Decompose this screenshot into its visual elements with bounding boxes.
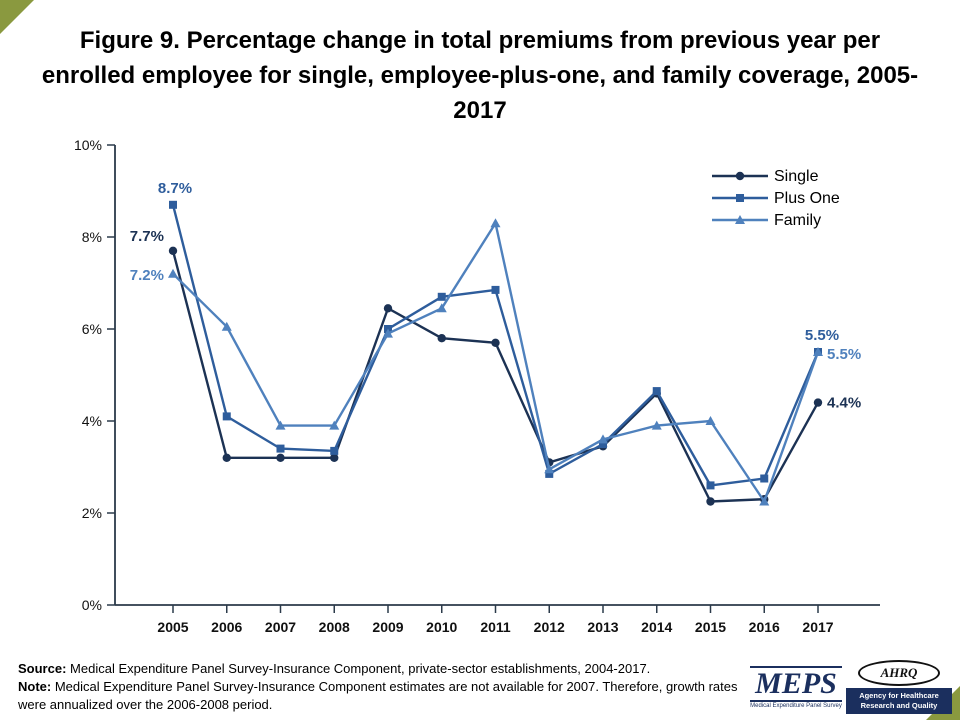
- ahrq-logo-caption: Agency for Healthcare Research and Quali…: [846, 688, 952, 714]
- svg-text:6%: 6%: [82, 321, 102, 337]
- legend: Single Plus One Family: [712, 168, 840, 229]
- note-text: Medical Expenditure Panel Survey-Insuran…: [18, 679, 738, 713]
- svg-text:4%: 4%: [82, 413, 102, 429]
- meps-logo-text: MEPS: [750, 666, 842, 702]
- meps-logo-caption: Medical Expenditure Panel Survey: [750, 703, 842, 709]
- figure-title: Figure 9. Percentage change in total pre…: [41, 27, 919, 124]
- ahrq-logo-oval: AHRQ: [858, 660, 940, 686]
- source-label: Source:: [18, 661, 67, 676]
- svg-text:2014: 2014: [641, 619, 672, 635]
- y-axis: 0% 2% 4% 6% 8% 10%: [74, 137, 116, 613]
- svg-text:2011: 2011: [480, 619, 511, 635]
- svg-text:Family: Family: [774, 212, 821, 229]
- x-axis: 2005 2006 2007 2008 2009 2010 2011 2012 2013 2014…: [115, 604, 880, 635]
- svg-text:8%: 8%: [82, 229, 102, 245]
- svg-text:0%: 0%: [82, 597, 102, 613]
- ahrq-logo: AHRQ Agency for Healthcare Research and …: [846, 660, 952, 714]
- svg-text:2008: 2008: [319, 619, 350, 635]
- svg-text:2017: 2017: [802, 619, 833, 635]
- ahrq-caption-line1: Agency for Healthcare: [859, 691, 939, 700]
- source-note: Source: Medical Expenditure Panel Survey…: [18, 660, 750, 678]
- source-text: Medical Expenditure Panel Survey-Insuran…: [70, 661, 651, 676]
- svg-text:2006: 2006: [211, 619, 242, 635]
- svg-text:7.7%: 7.7%: [130, 228, 164, 245]
- svg-text:4.4%: 4.4%: [827, 395, 861, 412]
- svg-text:2009: 2009: [372, 619, 403, 635]
- svg-text:8.7%: 8.7%: [158, 180, 192, 197]
- note-label: Note:: [18, 679, 52, 695]
- series-single: [168, 246, 823, 506]
- svg-text:2012: 2012: [534, 619, 565, 635]
- svg-text:2015: 2015: [695, 619, 726, 635]
- svg-text:2013: 2013: [587, 619, 618, 635]
- svg-text:Plus One: Plus One: [774, 190, 840, 207]
- svg-text:2005: 2005: [157, 619, 188, 635]
- svg-text:2%: 2%: [82, 505, 102, 521]
- svg-text:10%: 10%: [74, 137, 102, 153]
- line-chart: 0% 2% 4% 6% 8% 10% 2005 2006 2007 2008 2009 2010 201…: [74, 137, 880, 635]
- svg-text:7.2%: 7.2%: [130, 267, 164, 284]
- svg-text:2007: 2007: [265, 619, 296, 635]
- ahrq-caption-line2: Research and Quality: [860, 700, 938, 710]
- method-note: Note: Medical Expenditure Panel Survey-I…: [18, 678, 750, 714]
- svg-text:5.5%: 5.5%: [805, 327, 839, 344]
- meps-logo: MEPS Medical Expenditure Panel Survey: [750, 666, 842, 709]
- svg-text:Single: Single: [774, 168, 819, 185]
- svg-text:2016: 2016: [749, 619, 780, 635]
- corner-accent-top-left: [0, 0, 34, 34]
- svg-text:5.5%: 5.5%: [827, 346, 861, 363]
- data-labels: 8.7% 7.7% 7.2% 5.5% 5.5% 4.4%: [130, 180, 861, 412]
- svg-text:2010: 2010: [426, 619, 457, 635]
- footer-notes: Source: Medical Expenditure Panel Survey…: [18, 660, 750, 715]
- ahrq-logo-text: AHRQ: [880, 665, 918, 680]
- series-family: [168, 218, 823, 506]
